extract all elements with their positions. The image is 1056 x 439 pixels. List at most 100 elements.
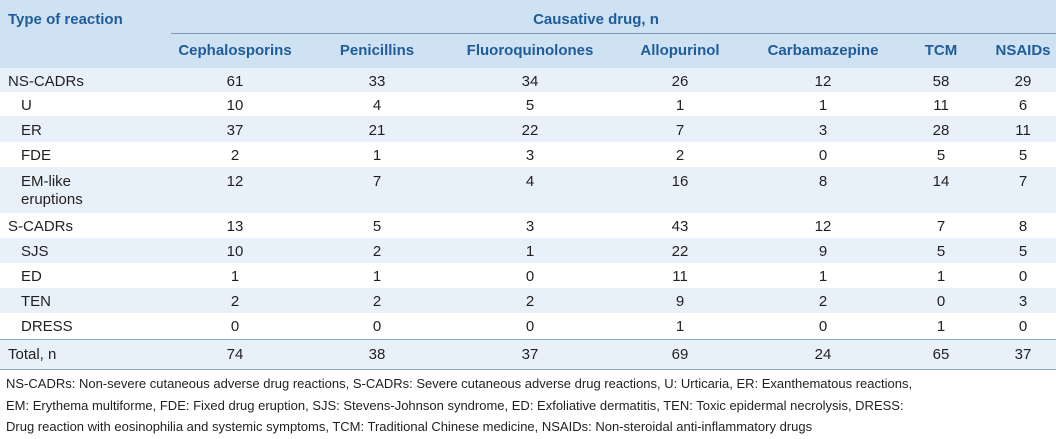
footnote-line: Drug reaction with eosinophilia and syst…	[6, 419, 813, 434]
table-cell: 2	[230, 147, 240, 164]
table-cell: 2	[525, 293, 535, 310]
table-row: NS-CADRs 61 33 34 26 12 58 29	[0, 68, 1056, 92]
table-cell: 34	[521, 73, 539, 90]
table-cell: 3	[525, 147, 535, 164]
table-cell: 5	[1018, 147, 1028, 164]
table-cell: 21	[368, 122, 386, 139]
table-cell: 5	[525, 97, 535, 114]
table-cell: 2	[818, 293, 828, 310]
table-row: ER 37 21 22 7 3 28 11	[0, 116, 1056, 142]
table-cell: 10	[226, 97, 244, 114]
table-cell: 7	[372, 173, 382, 190]
table-cell: 0	[818, 147, 828, 164]
row-label: NS-CADRs	[8, 73, 84, 90]
row-label: U	[21, 97, 32, 114]
table-cell: 58	[932, 73, 950, 90]
table-cell: 22	[671, 243, 689, 260]
table-row: U 10 4 5 1 1 11 6	[0, 92, 1056, 116]
table-cell: 12	[226, 173, 244, 190]
header-rule	[171, 33, 1056, 34]
table-cell: 38	[368, 346, 386, 363]
table-row: DRESS 0 0 0 1 0 1 0	[0, 313, 1056, 338]
table-cell: 43	[671, 218, 689, 235]
table-cell: 0	[1018, 268, 1028, 285]
table-cell: 24	[814, 346, 832, 363]
table-cell: 2	[675, 147, 685, 164]
table-cell: 2	[230, 293, 240, 310]
table-cell: 1	[525, 243, 535, 260]
table-cell: 5	[936, 243, 946, 260]
row-label: FDE	[21, 147, 51, 164]
table-cell: 1	[818, 97, 828, 114]
table-cell: 8	[818, 173, 828, 190]
col-header: Carbamazepine	[767, 42, 879, 59]
table-cell: 1	[230, 268, 240, 285]
table-cell: 0	[818, 318, 828, 335]
col-header: TCM	[924, 42, 958, 59]
table-cell: 14	[932, 173, 950, 190]
row-label: S-CADRs	[8, 218, 74, 235]
col-header: Fluoroquinolones	[466, 42, 594, 59]
table-cell: 1	[818, 268, 828, 285]
table-header: Type of reaction Causative drug, n Cepha…	[0, 0, 1056, 68]
table-cell: 1	[675, 318, 685, 335]
table-cell: 0	[1018, 318, 1028, 335]
table-cell: 16	[671, 173, 689, 190]
table-cell: 1	[936, 268, 946, 285]
table-cell: 1	[372, 147, 382, 164]
table-row: FDE 2 1 3 2 0 5 5	[0, 142, 1056, 167]
table-cell: 12	[814, 73, 832, 90]
table-cell: 65	[932, 346, 950, 363]
table-cell: 26	[671, 73, 689, 90]
table-cell: 5	[936, 147, 946, 164]
row-label: SJS	[21, 243, 49, 260]
table-cell: 0	[525, 268, 535, 285]
table-row: ED 1 1 0 11 1 1 0	[0, 263, 1056, 288]
row-label: TEN	[21, 293, 51, 310]
table-cell: 1	[675, 97, 685, 114]
table-cell: 28	[932, 122, 950, 139]
table-cell: 7	[675, 122, 685, 139]
table-cell: 8	[1018, 218, 1028, 235]
table-cell: 37	[226, 122, 244, 139]
total-divider	[0, 339, 1056, 340]
table-cell: 2	[372, 243, 382, 260]
table-row: S-CADRs 13 5 3 43 12 7 8	[0, 213, 1056, 238]
footnote-line: EM: Erythema multiforme, FDE: Fixed drug…	[6, 397, 904, 413]
table-row: EM-like eruptions 12 7 4 16 8 14 7	[0, 167, 1056, 213]
col-header: NSAIDs	[995, 42, 1051, 59]
table-row: TEN 2 2 2 9 2 0 3	[0, 288, 1056, 313]
table-cell: 33	[368, 73, 386, 90]
table-cell: 3	[818, 122, 828, 139]
causative-drug-header: Causative drug, n	[533, 11, 659, 28]
table-cell: 22	[521, 122, 539, 139]
table-cell: 0	[525, 318, 535, 335]
table-cell: 12	[814, 218, 832, 235]
table-cell: 69	[671, 346, 689, 363]
table-cell: 0	[936, 293, 946, 310]
table-footnote: NS-CADRs: Non-severe cutaneous adverse d…	[6, 373, 1050, 438]
table-cell: 3	[525, 218, 535, 235]
table-cell: 13	[226, 218, 244, 235]
table-row: SJS 10 2 1 22 9 5 5	[0, 238, 1056, 263]
col-header: Cephalosporins	[178, 42, 292, 59]
table-cell: 1	[936, 318, 946, 335]
table-row: Total, n 74 38 37 69 24 65 37	[0, 340, 1056, 369]
footnote-line: NS-CADRs: Non-severe cutaneous adverse d…	[6, 376, 913, 391]
table-cell: 3	[1018, 293, 1028, 310]
table-cell: 4	[372, 97, 382, 114]
table-cell: 37	[521, 346, 539, 363]
table-cell: 7	[1018, 173, 1028, 190]
row-label: EM-like	[21, 173, 72, 190]
table-bottom-rule	[0, 369, 1056, 370]
table-cell: 74	[226, 346, 244, 363]
table-cell: 11	[933, 97, 949, 114]
table-cell: 5	[372, 218, 382, 235]
table-cell: 7	[936, 218, 946, 235]
table-cell: 0	[372, 318, 382, 335]
table-cell: 29	[1014, 73, 1032, 90]
table-cell: 5	[1018, 243, 1028, 260]
row-label: ER	[21, 122, 42, 139]
row-label: Total, n	[8, 346, 57, 363]
